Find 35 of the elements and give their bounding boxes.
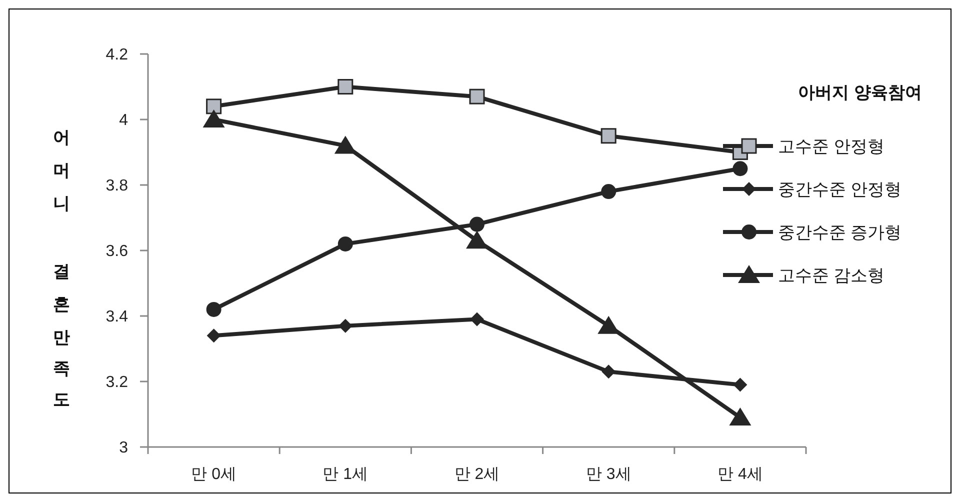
x-tick-label: 만 2세 [454,466,500,483]
legend-title: 아버지 양육참여 [798,83,922,102]
point [729,408,752,426]
point [469,88,485,104]
legend-label: 고수준 감소형 [778,266,885,285]
point [470,216,484,232]
y-tick-label: 3.6 [106,243,128,260]
point [732,161,748,176]
legend-label: 중간수준 증가형 [778,222,902,242]
y-tick-label: 3.2 [106,374,128,392]
legend-label: 고수준 안정형 [778,136,885,156]
y-tick-label: 3.8 [106,178,128,195]
point [206,98,222,114]
legend-label: 중간수준 안정형 [778,180,902,199]
point [600,128,616,144]
point [470,312,484,326]
x-tick-label: 만 4세 [718,466,763,483]
x-tick-label: 만 3세 [586,466,632,483]
y-tick-label: 4 [119,112,128,130]
point [466,230,488,249]
point [733,378,748,392]
x-tick-label: 만 1세 [322,466,368,483]
point [202,110,225,128]
point [338,236,353,252]
y-axis-title: 어머니 결혼만족도 [52,116,72,415]
point [206,302,222,317]
y-tick-label: 3.4 [106,308,128,326]
y-tick-label: 4.2 [106,46,128,64]
point [338,79,354,94]
point [206,328,221,343]
point [338,318,352,333]
point [601,184,616,200]
y-tick-label: 3 [119,440,128,457]
point [602,364,616,379]
x-tick-label: 만 0세 [191,466,236,483]
